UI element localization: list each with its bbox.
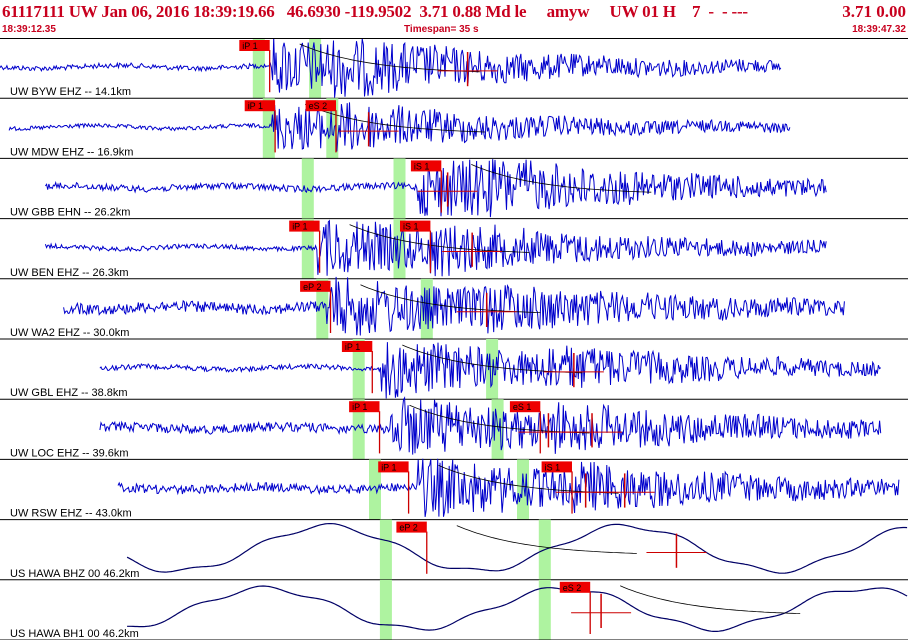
seismic-waveform (0, 38, 782, 98)
channel-label: US HAWA BHZ 00 46.2km (10, 568, 139, 580)
phase-pick-flag[interactable] (239, 40, 270, 51)
channel-label: UW MDW EHZ -- 16.9km (10, 146, 133, 158)
phase-pick-label[interactable]: eS 2 (563, 583, 582, 593)
channel-row[interactable]: iP 1 iS 1 UW RSW EHZ -- 43.0km (0, 458, 908, 521)
seismic-waveform (126, 523, 908, 574)
phase-pick-flag[interactable] (410, 160, 442, 172)
channel-row[interactable]: eS 2 US HAWA BH1 00 46.2km (0, 579, 908, 640)
phase-pick-flag[interactable] (289, 220, 320, 232)
pick-window-band (352, 399, 365, 460)
phase-pick-label[interactable]: iS 1 (414, 161, 430, 171)
channel-label: US HAWA BH1 00 46.2km (10, 628, 139, 640)
channel-label: UW BEN EHZ -- 26.3km (10, 267, 129, 279)
phase-pick-label[interactable]: iS 1 (403, 222, 419, 232)
phase-pick-label[interactable]: eS 1 (513, 402, 532, 412)
phase-pick-label[interactable]: iP 1 (242, 41, 257, 51)
channel-row[interactable]: iP 1 UW BYW EHZ -- 14.1km (0, 38, 908, 99)
phase-pick-flag[interactable] (559, 581, 591, 593)
timespan-label: Timespan= (404, 24, 457, 35)
seismic-waveform (117, 458, 900, 517)
window-end-time: 18:39:47.32 (852, 24, 906, 35)
magnitude-readout: 3.71 0.00 (842, 2, 906, 21)
pick-window-band (379, 519, 392, 580)
phase-pick-flag[interactable] (400, 220, 431, 232)
pick-window-band (379, 579, 392, 640)
pick-window-band (262, 98, 275, 159)
channel-row[interactable]: iS 1 UW GBB EHN -- 26.2km (0, 158, 908, 220)
pick-window-band (369, 459, 381, 520)
pick-window-band (538, 579, 551, 640)
seismic-waveform (127, 585, 908, 632)
coda-decay-curve (620, 585, 801, 614)
channel-label: UW RSW EHZ -- 43.0km (10, 508, 132, 520)
phase-pick-flag[interactable] (244, 100, 276, 112)
channel-row[interactable]: iP 1 UW GBL EHZ -- 38.8km (0, 339, 908, 400)
phase-pick-label[interactable]: iP 1 (381, 462, 396, 472)
channel-label: UW GBL EHZ -- 38.8km (10, 387, 128, 399)
phase-pick-label[interactable]: iP 1 (352, 402, 367, 412)
phase-pick-label[interactable]: iP 1 (292, 222, 307, 232)
pick-window-band (309, 38, 322, 99)
seismic-waveform (99, 396, 882, 455)
channel-label: UW GBB EHN -- 26.2km (10, 207, 130, 219)
timespan-value: 35 s (459, 24, 479, 35)
phase-pick-flag[interactable] (378, 461, 409, 473)
seismic-waveform (8, 102, 791, 152)
pick-window-band (393, 158, 406, 219)
channel-row[interactable]: eP 2 UW WA2 EHZ -- 30.0km (0, 276, 908, 340)
phase-pick-label[interactable]: iP 1 (345, 342, 360, 352)
pick-window-band (316, 278, 329, 339)
phase-pick-label[interactable]: eP 2 (303, 282, 321, 292)
coda-decay-curve (456, 525, 637, 554)
phase-pick-label[interactable]: iS 1 (545, 462, 561, 472)
phase-pick-flag[interactable] (541, 461, 572, 473)
phase-pick-flag[interactable] (396, 521, 427, 533)
seismic-waveform (99, 342, 882, 399)
pick-window-band (486, 339, 499, 400)
coda-decay-curve (471, 164, 652, 193)
timespan-readout: Timespan= 35 s (404, 24, 479, 35)
seismic-waveform (45, 159, 827, 218)
channel-row[interactable]: iP 1 iS 1 UW BEN EHZ -- 26.3km (0, 218, 908, 280)
phase-pick-label[interactable]: iP 1 (248, 101, 263, 111)
channel-row[interactable]: iP 1 eS 1 UW LOC EHZ -- 39.6km (0, 396, 908, 460)
phase-pick-flag[interactable] (349, 401, 380, 413)
phase-pick-flag[interactable] (305, 100, 336, 112)
phase-pick-flag[interactable] (300, 280, 331, 292)
seismic-waveform (44, 219, 827, 277)
event-header: 61117111 UW Jan 06, 2016 18:39:19.66 46.… (0, 0, 908, 38)
seismogram-panel[interactable]: iP 1 UW BYW EHZ -- 14.1km iP 1 eS 2 UW MDW E… (0, 38, 908, 640)
window-start-time: 18:39:12.35 (2, 24, 56, 35)
phase-pick-label[interactable]: eS 2 (309, 101, 328, 111)
channel-label: UW LOC EHZ -- 39.6km (10, 447, 129, 459)
pick-window-band (393, 218, 406, 279)
phase-pick-flag[interactable] (509, 401, 541, 413)
event-summary-line: 61117111 UW Jan 06, 2016 18:39:19.66 46.… (2, 2, 748, 21)
channel-label: UW BYW EHZ -- 14.1km (10, 86, 131, 98)
phase-pick-flag[interactable] (341, 341, 373, 352)
seismic-waveform (63, 276, 845, 336)
phase-pick-label[interactable]: eP 2 (399, 523, 417, 533)
channel-label: UW WA2 EHZ -- 30.0km (10, 327, 129, 339)
coda-decay-curve (304, 103, 486, 133)
channel-row[interactable]: iP 1 eS 2 UW MDW EHZ -- 16.9km (0, 98, 908, 159)
channel-row[interactable]: eP 2 US HAWA BHZ 00 46.2km (0, 519, 908, 581)
